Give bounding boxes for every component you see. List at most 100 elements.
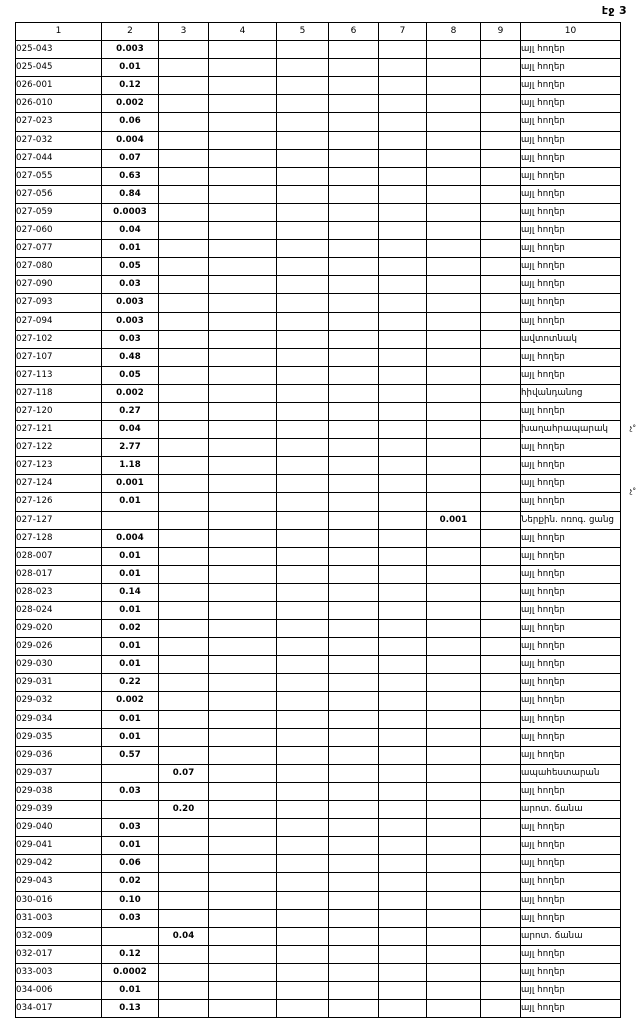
cell-3 bbox=[158, 130, 209, 150]
cell-4 bbox=[208, 691, 277, 711]
cell-6 bbox=[328, 546, 379, 566]
cell-1: 029-026 bbox=[15, 637, 102, 657]
cell-9 bbox=[480, 383, 521, 403]
cell-10: այլ հողեր bbox=[520, 600, 621, 621]
cell-8 bbox=[426, 166, 481, 186]
cell-6 bbox=[328, 781, 379, 802]
cell-2 bbox=[101, 800, 159, 820]
cell-9 bbox=[480, 492, 521, 512]
cell-7 bbox=[378, 582, 427, 603]
cell-1: 029-039 bbox=[15, 800, 102, 820]
table-row: 029-038 0.03 այլ հողեր bbox=[15, 781, 621, 802]
cell-10: այլ հողեր bbox=[520, 293, 621, 313]
cell-3 bbox=[158, 275, 209, 295]
cell-6 bbox=[328, 420, 379, 440]
cell-10: այլ հողեր bbox=[520, 112, 621, 132]
cell-6 bbox=[328, 329, 379, 349]
cell-4 bbox=[208, 619, 277, 639]
table-row: 029-031 0.22 այլ հողեր bbox=[15, 673, 621, 693]
cell-9 bbox=[480, 836, 521, 856]
cell-7 bbox=[378, 836, 427, 856]
table-row: 029-032 0.002 այլ հողեր bbox=[15, 691, 621, 711]
cell-2: 0.07 bbox=[101, 148, 159, 168]
cell-2: 0.001 bbox=[101, 474, 159, 494]
cell-2: 0.002 bbox=[101, 94, 159, 114]
cell-9 bbox=[480, 980, 521, 1001]
cell-9 bbox=[480, 184, 521, 204]
cell-4 bbox=[208, 890, 277, 910]
cell-4 bbox=[208, 528, 277, 548]
cell-9 bbox=[480, 763, 521, 783]
table-row: 027-124 0.001 այլ հողեր bbox=[15, 474, 621, 494]
cell-5 bbox=[276, 239, 329, 259]
cell-9 bbox=[480, 926, 521, 946]
cell-8 bbox=[426, 148, 481, 168]
cell-8 bbox=[426, 347, 481, 367]
cell-1: 029-031 bbox=[15, 673, 102, 693]
cell-3 bbox=[158, 908, 209, 928]
cell-6 bbox=[328, 221, 379, 241]
cell-4 bbox=[208, 637, 277, 657]
cell-1: 030-016 bbox=[15, 890, 102, 910]
cell-6 bbox=[328, 275, 379, 295]
cell-8 bbox=[426, 438, 481, 458]
cell-1: 027-055 bbox=[15, 166, 102, 186]
cell-5 bbox=[276, 383, 329, 403]
cell-1: 032-017 bbox=[15, 944, 102, 964]
table-row: 025-043 0.003 այլ հողեր bbox=[15, 40, 621, 60]
cell-9 bbox=[480, 818, 521, 838]
cell-7 bbox=[378, 166, 427, 186]
cell-2: 0.01 bbox=[101, 239, 159, 259]
cell-2: 0.06 bbox=[101, 112, 159, 132]
cell-8 bbox=[426, 800, 481, 820]
cell-8 bbox=[426, 420, 481, 440]
cell-5 bbox=[276, 257, 329, 277]
cell-3 bbox=[158, 637, 209, 657]
cell-4 bbox=[208, 40, 277, 60]
cell-7 bbox=[378, 691, 427, 711]
cell-6 bbox=[328, 112, 379, 132]
cell-7 bbox=[378, 637, 427, 657]
table-row: 029-043 0.02 այլ հողեր bbox=[15, 872, 621, 892]
cell-4 bbox=[208, 872, 277, 892]
cell-2: 0.01 bbox=[101, 492, 159, 512]
cell-7 bbox=[378, 438, 427, 458]
column-header-1: 1 bbox=[15, 21, 102, 42]
cell-6 bbox=[328, 202, 379, 223]
cell-10: այլ հողեր bbox=[520, 239, 621, 259]
cell-5 bbox=[276, 673, 329, 693]
cell-1: 029-034 bbox=[15, 709, 102, 729]
cell-4 bbox=[208, 564, 277, 584]
cell-7 bbox=[378, 745, 427, 765]
cell-10: այլ հողեր bbox=[520, 546, 621, 566]
table-row: 027-107 0.48 այլ հողեր bbox=[15, 347, 621, 367]
cell-9 bbox=[480, 293, 521, 313]
table-row: 027-128 0.004 այլ հողեր bbox=[15, 528, 621, 548]
cell-8 bbox=[426, 709, 481, 729]
table-row: 029-035 0.01 այլ հողեր bbox=[15, 727, 621, 747]
cell-6 bbox=[328, 76, 379, 96]
cell-5 bbox=[276, 818, 329, 838]
cell-3 bbox=[158, 854, 209, 874]
cell-5 bbox=[276, 890, 329, 910]
cell-8 bbox=[426, 637, 481, 657]
cell-8 bbox=[426, 184, 481, 204]
cell-8 bbox=[426, 890, 481, 910]
cell-2: 0.63 bbox=[101, 166, 159, 186]
margin-note-2: չ° bbox=[629, 487, 636, 495]
cell-5 bbox=[276, 800, 329, 820]
table-row: 027-123 1.18 այլ հողեր bbox=[15, 456, 621, 476]
cell-7 bbox=[378, 980, 427, 1001]
table-row: 028-017 0.01 այլ հողեր bbox=[15, 564, 621, 584]
cell-8 bbox=[426, 383, 481, 403]
cell-8 bbox=[426, 474, 481, 494]
cell-4 bbox=[208, 582, 277, 603]
cell-3 bbox=[158, 510, 209, 530]
cell-2: 0.04 bbox=[101, 221, 159, 241]
cell-7 bbox=[378, 148, 427, 168]
cell-7 bbox=[378, 999, 427, 1018]
cell-2: 0.02 bbox=[101, 872, 159, 892]
cell-8 bbox=[426, 401, 481, 422]
cell-3 bbox=[158, 257, 209, 277]
table-row: 029-036 0.57 այլ հողեր bbox=[15, 745, 621, 765]
